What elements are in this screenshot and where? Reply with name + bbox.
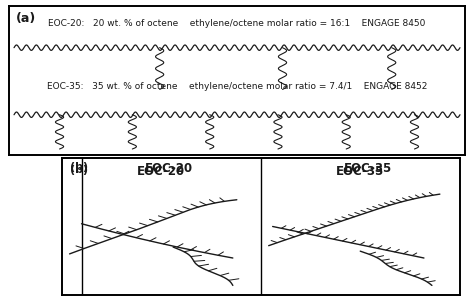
Text: EOC-35: EOC-35 [336, 165, 384, 178]
Text: EOC-35:   35 wt. % of octene    ethylene/octene molar ratio = 7.4/1    ENGAGE 84: EOC-35: 35 wt. % of octene ethylene/octe… [47, 82, 427, 91]
Text: (a): (a) [16, 12, 36, 25]
Text: EOC-35: EOC-35 [344, 162, 392, 175]
Text: EOC-20: EOC-20 [145, 162, 193, 175]
Text: EOC-20: EOC-20 [137, 165, 185, 178]
Text: (b): (b) [70, 165, 88, 175]
Text: (b): (b) [70, 162, 88, 172]
Text: EOC-20:   20 wt. % of octene    ethylene/octene molar ratio = 16:1    ENGAGE 845: EOC-20: 20 wt. % of octene ethylene/octe… [48, 19, 426, 28]
